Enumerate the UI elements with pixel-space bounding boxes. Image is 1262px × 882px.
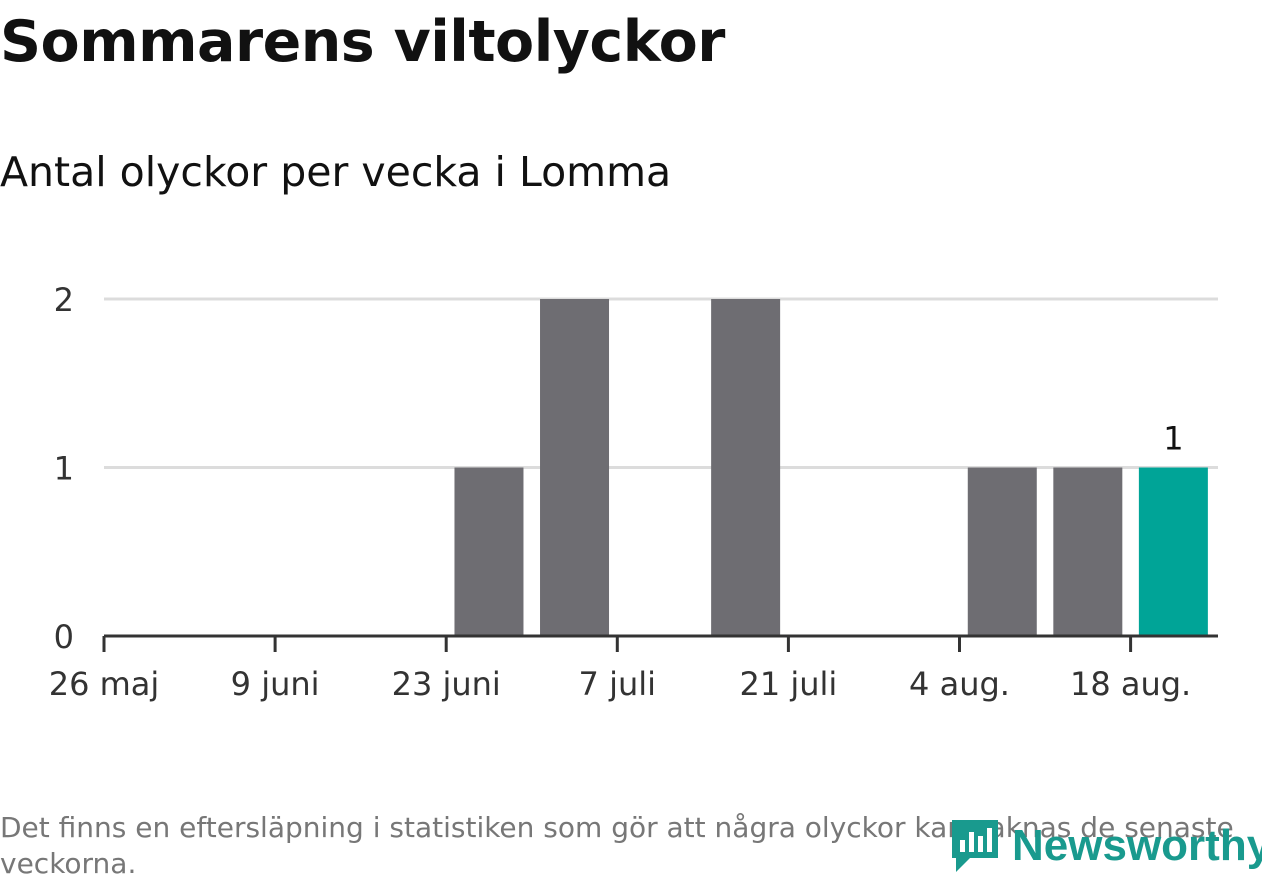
chart-title: Sommarens viltolyckor (0, 9, 725, 75)
bar-chart: 0 1 2 26 maj 9 juni 23 juni 7 juli 21 juli 4 au… (49, 281, 1218, 703)
bar (540, 299, 610, 636)
bar (967, 467, 1037, 636)
x-axis (102, 634, 1218, 652)
y-tick-label: 2 (54, 281, 74, 319)
gridlines (104, 297, 1218, 469)
newsworthy-logo-icon (952, 820, 998, 872)
bar (711, 299, 781, 636)
x-tick-label: 21 juli (739, 665, 837, 703)
x-axis-labels: 26 maj 9 juni 23 juni 7 juli 21 juli 4 aug. 18… (49, 665, 1192, 703)
bar (1053, 467, 1123, 636)
value-labels: 1 (1163, 420, 1183, 458)
y-axis-labels: 0 1 2 (54, 281, 74, 656)
x-tick-label: 4 aug. (909, 665, 1010, 703)
footnote: Det finns en eftersläpning i statistiken… (0, 811, 1234, 880)
bar (454, 467, 524, 636)
x-tick-label: 18 aug. (1070, 665, 1191, 703)
bar-highlight (1138, 467, 1208, 636)
x-tick-label: 26 maj (49, 665, 160, 703)
x-tick-label: 9 juni (231, 665, 320, 703)
newsworthy-logo: Newsworthy (948, 816, 1262, 876)
chart-subtitle: Antal olyckor per vecka i Lomma (0, 148, 672, 196)
y-tick-label: 1 (54, 450, 74, 488)
y-tick-label: 0 (54, 618, 74, 656)
newsworthy-wordmark: Newsworthy (1012, 821, 1262, 870)
x-tick-label: 23 juni (392, 665, 501, 703)
x-tick-label: 7 juli (579, 665, 656, 703)
bars (454, 299, 1208, 636)
value-label: 1 (1163, 420, 1183, 458)
